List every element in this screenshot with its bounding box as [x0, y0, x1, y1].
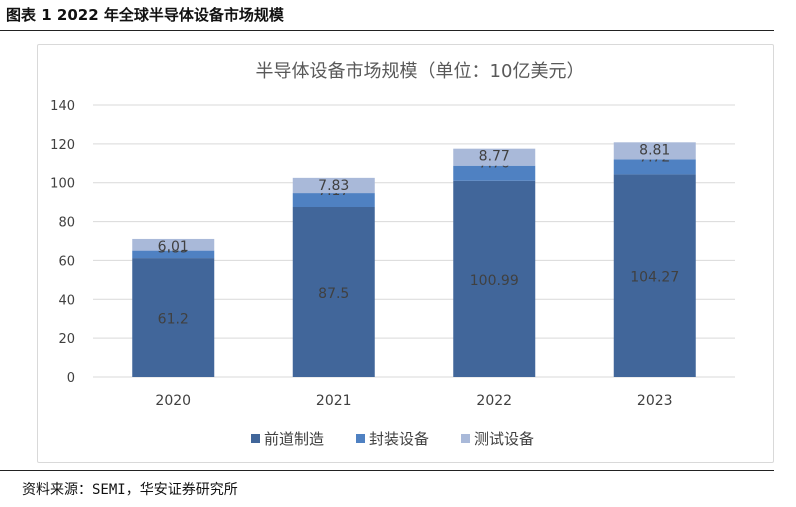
data-label: 100.99 — [470, 273, 519, 289]
y-tick-label: 60 — [58, 254, 75, 269]
bar-segment — [132, 238, 215, 251]
bottom-rule — [0, 470, 774, 471]
x-tick-label: 2022 — [476, 393, 512, 409]
y-tick-label: 20 — [58, 332, 75, 347]
data-label: 104.27 — [630, 270, 679, 286]
stacked-bar-chart: 半导体设备市场规模（单位：10亿美元） 0 20 40 60 80 100 120 140 6… — [50, 61, 735, 448]
y-tick-label: 120 — [50, 138, 75, 153]
legend-label: 前道制造 — [264, 430, 324, 448]
bar-segment — [613, 159, 696, 175]
data-label: 8.77 — [479, 149, 510, 165]
x-tick-label: 2023 — [637, 393, 673, 409]
legend-swatch — [461, 434, 470, 443]
x-tick-label: 2021 — [316, 393, 352, 409]
bar-segment — [292, 207, 375, 377]
legend-swatch — [251, 434, 260, 443]
y-tick-label: 40 — [58, 293, 75, 308]
legend-label: 测试设备 — [474, 430, 534, 448]
data-label: 61.2 — [158, 312, 189, 328]
bar-segment — [132, 258, 215, 377]
x-tick-label: 2020 — [155, 393, 191, 409]
source-note: 资料来源：SEMI，华安证券研究所 — [22, 482, 238, 498]
data-label: 6.01 — [158, 239, 189, 255]
figure-caption: 图表 1 2022 年全球半导体设备市场规模 — [6, 6, 284, 24]
x-axis: 2020 2021 2022 2023 — [155, 393, 672, 409]
legend-swatch — [356, 434, 365, 443]
legend-label: 封装设备 — [369, 430, 429, 448]
bar-segment — [292, 193, 375, 207]
legend: 前道制造 封装设备 测试设备 — [251, 430, 534, 448]
y-tick-label: 100 — [50, 177, 75, 192]
bar-segment — [453, 180, 536, 377]
chart-title: 半导体设备市场规模（单位：10亿美元） — [256, 61, 585, 82]
y-axis: 0 20 40 60 80 100 120 140 — [50, 99, 75, 386]
bars: 61.23.856.0187.57.177.83100.997.768.7710… — [132, 142, 696, 377]
chart-frame: 半导体设备市场规模（单位：10亿美元） 0 20 40 60 80 100 120 140 6… — [37, 44, 774, 463]
data-label: 87.5 — [318, 286, 349, 302]
bar-segment — [613, 174, 696, 377]
bar-segment — [132, 250, 215, 259]
data-label: 8.81 — [639, 142, 670, 158]
top-rule — [0, 30, 774, 31]
y-tick-label: 0 — [67, 371, 75, 386]
bar-segment — [613, 142, 696, 160]
y-tick-label: 140 — [50, 99, 75, 114]
data-label: 7.83 — [318, 178, 349, 194]
bar-segment — [453, 148, 536, 166]
bar-segment — [292, 177, 375, 194]
bar-segment — [453, 165, 536, 181]
y-tick-label: 80 — [58, 216, 75, 231]
